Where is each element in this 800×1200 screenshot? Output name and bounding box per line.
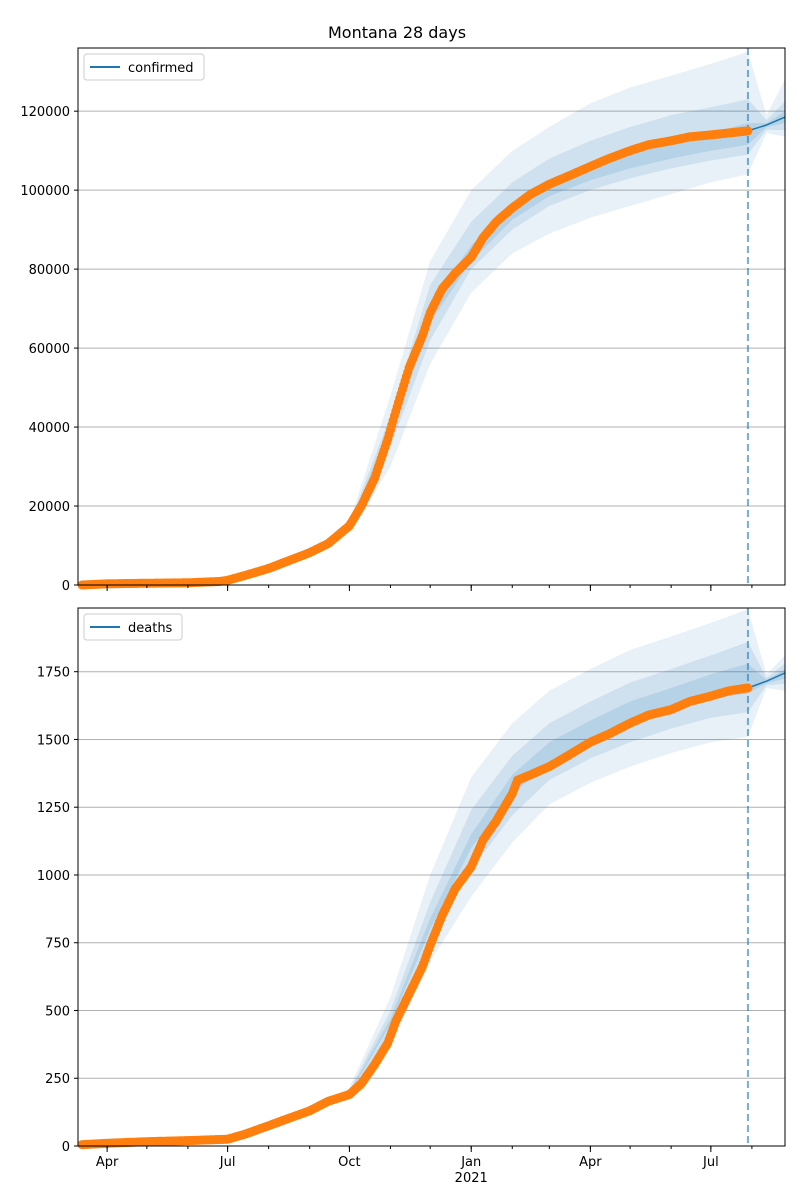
y-tick-label: 250 [45, 1072, 70, 1087]
legend-label: deaths [128, 621, 173, 636]
legend: deaths [83, 613, 183, 641]
y-tick-label: 500 [45, 1004, 70, 1019]
x-year-label: 2021 [455, 1171, 488, 1186]
figure-title: Montana 28 days [328, 23, 466, 42]
legend-label: confirmed [128, 61, 194, 76]
y-tick-label: 60000 [29, 342, 70, 357]
forecast-line [747, 672, 786, 689]
deaths-panel: 0 250 500 750 1000 1250 1500 1750 Apr Jul Oct Jan Ap… [37, 607, 786, 1186]
axes-frame [77, 607, 786, 1147]
y-tick-label: 0 [62, 579, 70, 594]
y-tick-label: 1750 [37, 666, 70, 681]
observed-markers [77, 683, 753, 1150]
x-tick-label: Jul [702, 1155, 719, 1170]
legend-box [83, 53, 205, 81]
observed-point [743, 683, 753, 693]
x-tick-label: Jul [219, 1155, 236, 1170]
y-tick-label: 1500 [37, 733, 70, 748]
y-tick-label: 20000 [29, 500, 70, 515]
x-tick-label: Apr [579, 1155, 602, 1170]
legend: confirmed [83, 53, 205, 81]
y-tick-label: 80000 [29, 263, 70, 278]
x-tick-label: Oct [338, 1155, 360, 1170]
y-tick-label: 100000 [20, 184, 70, 199]
confidence-band [349, 99, 785, 532]
y-tick-label: 120000 [20, 105, 70, 120]
confidence-band [349, 609, 785, 1099]
y-tick-label: 0 [62, 1140, 70, 1155]
legend-box [83, 613, 183, 641]
x-tick-label: Apr [96, 1155, 119, 1170]
y-tick-label: 750 [45, 937, 70, 952]
y-tick-label: 1250 [37, 801, 70, 816]
y-tick-label: 1000 [37, 869, 70, 884]
y-tick-label: 40000 [29, 421, 70, 436]
confidence-band [349, 663, 785, 1094]
axes-frame [77, 47, 786, 586]
x-tick-label: Jan [460, 1155, 481, 1170]
forecast-line [747, 116, 786, 132]
observed-point [743, 126, 753, 136]
confidence-band [349, 51, 785, 534]
confirmed-panel: 0 20000 40000 60000 80000 100000 120000 confirm… [20, 47, 786, 594]
